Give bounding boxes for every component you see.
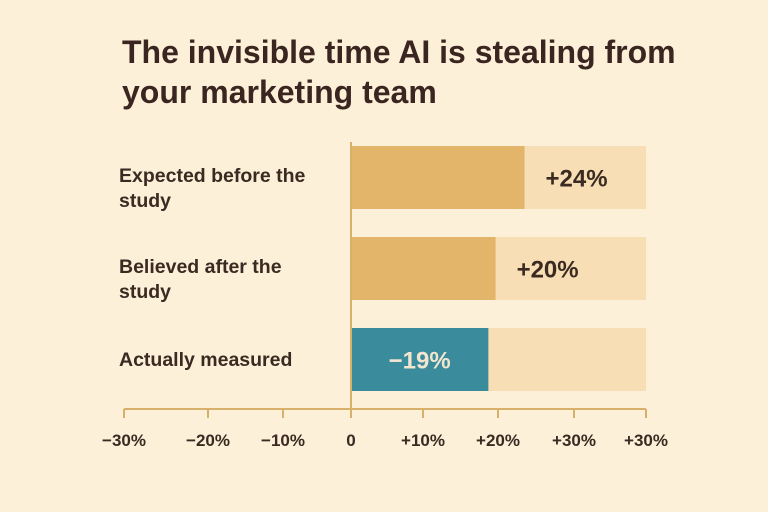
chart-title: The invisible time AI is stealing from y… bbox=[122, 34, 676, 110]
x-tick-label: 0 bbox=[346, 431, 355, 450]
bar bbox=[351, 328, 489, 391]
bar bbox=[351, 237, 496, 300]
category-label: Expected before the bbox=[119, 165, 306, 187]
x-tick-label: +10% bbox=[401, 431, 445, 450]
category-label: study bbox=[119, 281, 171, 303]
bar bbox=[351, 146, 525, 209]
x-tick-label: +20% bbox=[476, 431, 520, 450]
bar-value-label: +20% bbox=[517, 257, 579, 284]
category-label: study bbox=[119, 190, 171, 212]
category-label: Believed after the bbox=[119, 256, 282, 278]
x-tick-label: −30% bbox=[102, 431, 146, 450]
x-tick-label: −20% bbox=[186, 431, 230, 450]
category-label: Actually measured bbox=[119, 349, 292, 371]
x-tick-label: +30% bbox=[552, 431, 596, 450]
bar-value-label: −19% bbox=[389, 348, 451, 375]
bar-value-label: +24% bbox=[545, 166, 607, 193]
x-tick-label: +30% bbox=[624, 431, 668, 450]
x-tick-label: −10% bbox=[261, 431, 305, 450]
